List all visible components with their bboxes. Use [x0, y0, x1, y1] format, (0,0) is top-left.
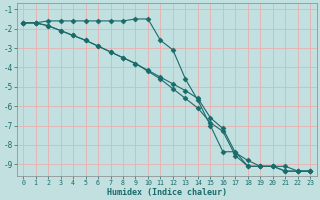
X-axis label: Humidex (Indice chaleur): Humidex (Indice chaleur) — [107, 188, 227, 197]
